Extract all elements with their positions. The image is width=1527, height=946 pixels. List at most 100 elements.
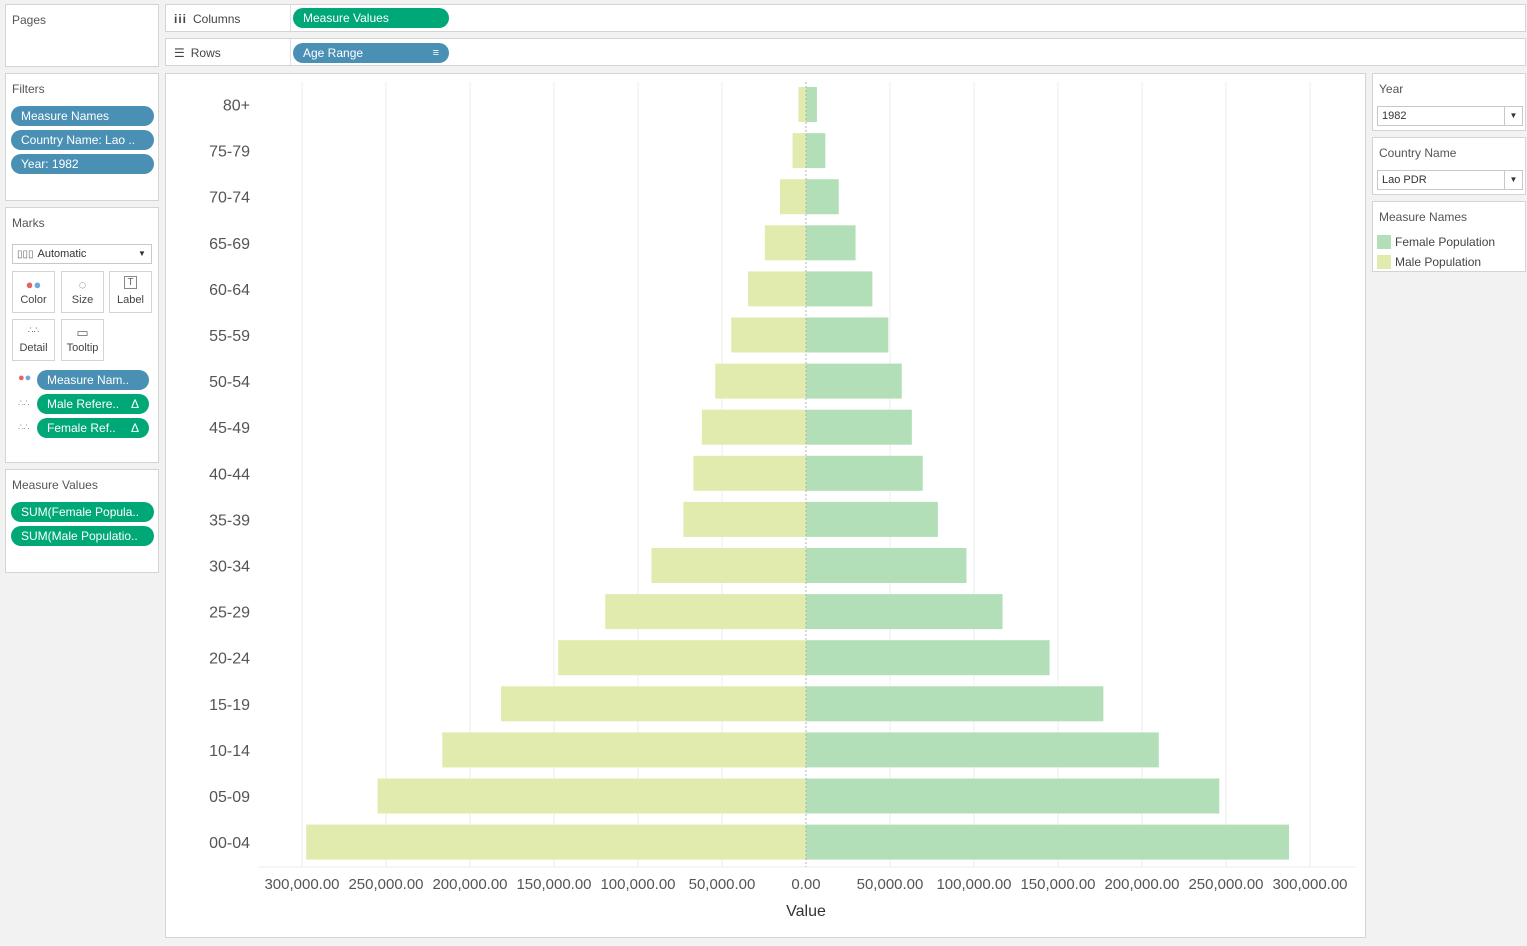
marks-pill-label: Male Refere.. <box>47 397 120 411</box>
size-icon: ◌ <box>78 277 87 292</box>
bar-male-70-74 <box>779 179 806 215</box>
tooltip-button-label: Tooltip <box>66 342 99 354</box>
mark-type-dropdown[interactable]: ▯▯▯ Automatic ▼ <box>12 244 152 264</box>
color-button-label: Color <box>20 294 47 306</box>
legend-label-male[interactable]: Male Population <box>1395 255 1482 269</box>
y-tick-label: 55-59 <box>209 328 250 345</box>
label-button[interactable]: T Label <box>109 271 152 313</box>
filter-pill-measure-names[interactable]: Measure Names <box>11 106 154 126</box>
y-tick-label: 35-39 <box>209 512 250 529</box>
columns-label: Columns <box>193 12 241 26</box>
marks-pill-label: Female Ref.. <box>47 421 116 435</box>
legend-swatch-male <box>1377 255 1391 269</box>
legend-card: Measure Names Female Population Male Pop… <box>1372 201 1526 272</box>
detail-button[interactable]: ∴∴ Detail <box>12 319 55 361</box>
bar-female-05-09 <box>806 778 1220 814</box>
bar-female-35-39 <box>806 501 938 537</box>
rows-pill-age-range[interactable]: Age Range ≡ <box>293 43 449 63</box>
filter-pill-country-name[interactable]: Country Name: Lao .. <box>11 130 154 150</box>
measure-values-title: Measure Values <box>12 478 98 492</box>
year-dropdown[interactable]: 1982 ▼ <box>1377 106 1523 126</box>
bar-male-45-49 <box>701 409 806 445</box>
label-button-label: Label <box>117 294 144 306</box>
pages-title: Pages <box>12 13 47 27</box>
x-tick-label: 200,000.00 <box>432 876 507 893</box>
marks-pill-female-reference[interactable]: Female Ref.. Δ <box>37 418 149 438</box>
rows-icon: ☰ <box>174 46 185 60</box>
bar-male-35-39 <box>683 501 806 537</box>
bar-female-40-44 <box>806 455 923 491</box>
filters-title: Filters <box>12 82 45 96</box>
x-tick-label: 250,000.00 <box>348 876 423 893</box>
year-filter-card: Year 1982 ▼ <box>1372 73 1526 131</box>
sort-icon[interactable]: ≡ <box>432 47 439 59</box>
pages-card[interactable]: Pages <box>5 4 159 67</box>
rows-pill-label: Age Range <box>303 46 364 60</box>
columns-icon: iii <box>174 12 188 26</box>
columns-pill-label: Measure Values <box>303 11 389 25</box>
chart-pane: 80+ 75-79 70-74 65-69 60-64 55-59 50-54 45-49 40… <box>165 73 1366 938</box>
delta-icon: Δ <box>130 397 139 411</box>
bar-female-30-34 <box>806 548 967 583</box>
bar-female-55-59 <box>806 317 889 353</box>
mark-type-value: Automatic <box>37 248 87 260</box>
x-tick-label: 250,000.00 <box>1188 876 1263 893</box>
bar-male-60-64 <box>748 271 806 307</box>
marks-title: Marks <box>12 216 45 230</box>
bar-female-75-79 <box>806 133 826 169</box>
filter-pill-label: Country Name: Lao .. <box>21 133 136 147</box>
bar-male-55-59 <box>731 317 806 353</box>
bar-male-50-54 <box>715 363 806 399</box>
bar-male-65-69 <box>764 225 806 261</box>
legend-label-female[interactable]: Female Population <box>1395 235 1496 249</box>
y-tick-label: 75-79 <box>209 144 250 161</box>
x-tick-label: 100,000.00 <box>936 876 1011 893</box>
bar-female-60-64 <box>806 271 873 307</box>
y-tick-label: 05-09 <box>209 789 250 806</box>
bar-male-25-29 <box>605 594 806 630</box>
year-filter-title: Year <box>1379 82 1404 96</box>
measure-pill-label: SUM(Male Populatio.. <box>21 529 138 543</box>
bar-female-50-54 <box>806 363 902 399</box>
y-tick-label: 65-69 <box>209 236 250 253</box>
color-field-icon: ●● <box>18 372 32 384</box>
chevron-down-icon: ▼ <box>1504 171 1522 189</box>
bar-female-80+ <box>806 87 817 122</box>
y-tick-label: 30-34 <box>209 559 250 576</box>
bar-female-00-04 <box>806 824 1289 860</box>
x-tick-label: 300,000.00 <box>264 876 339 893</box>
columns-pill-measure-values[interactable]: Measure Values <box>293 8 449 28</box>
filters-card: Filters Measure Names Country Name: Lao … <box>5 73 159 201</box>
bar-chart-icon: ▯▯▯ <box>17 249 34 260</box>
y-tick-label: 70-74 <box>209 190 250 207</box>
filter-pill-year[interactable]: Year: 1982 <box>11 154 154 174</box>
tooltip-button[interactable]: ▭ Tooltip <box>61 319 104 361</box>
marks-pill-measure-names[interactable]: Measure Nam.. <box>37 370 149 390</box>
size-button-label: Size <box>71 294 94 306</box>
rows-shelf[interactable]: ☰ Rows Age Range ≡ <box>165 38 1526 66</box>
measure-pill-female[interactable]: SUM(Female Popula.. <box>11 502 154 522</box>
marks-pill-male-reference[interactable]: Male Refere.. Δ <box>37 394 149 414</box>
bar-male-30-34 <box>651 548 806 583</box>
bar-male-20-24 <box>558 640 806 676</box>
country-dropdown[interactable]: Lao PDR ▼ <box>1377 170 1523 190</box>
detail-field-icon: ∴∴ <box>18 422 30 432</box>
y-tick-label: 45-49 <box>209 420 250 437</box>
bar-female-10-14 <box>806 732 1159 768</box>
legend-title: Measure Names <box>1379 210 1468 224</box>
measure-pill-male[interactable]: SUM(Male Populatio.. <box>11 526 154 546</box>
size-button[interactable]: ◌ Size <box>61 271 104 313</box>
detail-button-label: Detail <box>19 342 48 354</box>
bar-male-80+ <box>798 87 806 122</box>
y-tick-label: 00-04 <box>209 835 250 852</box>
population-pyramid-chart: 80+ 75-79 70-74 65-69 60-64 55-59 50-54 45-49 40… <box>209 82 1356 920</box>
color-button[interactable]: ●● Color <box>12 271 55 313</box>
x-tick-label: 200,000.00 <box>1104 876 1179 893</box>
x-tick-label: 300,000.00 <box>1272 876 1347 893</box>
x-tick-label: 0.00 <box>791 876 820 893</box>
bar-female-65-69 <box>806 225 856 261</box>
bar-female-70-74 <box>806 179 839 215</box>
y-tick-label: 20-24 <box>209 651 250 668</box>
columns-shelf[interactable]: iii Columns Measure Values <box>165 4 1526 32</box>
x-tick-label: 50,000.00 <box>857 876 924 893</box>
